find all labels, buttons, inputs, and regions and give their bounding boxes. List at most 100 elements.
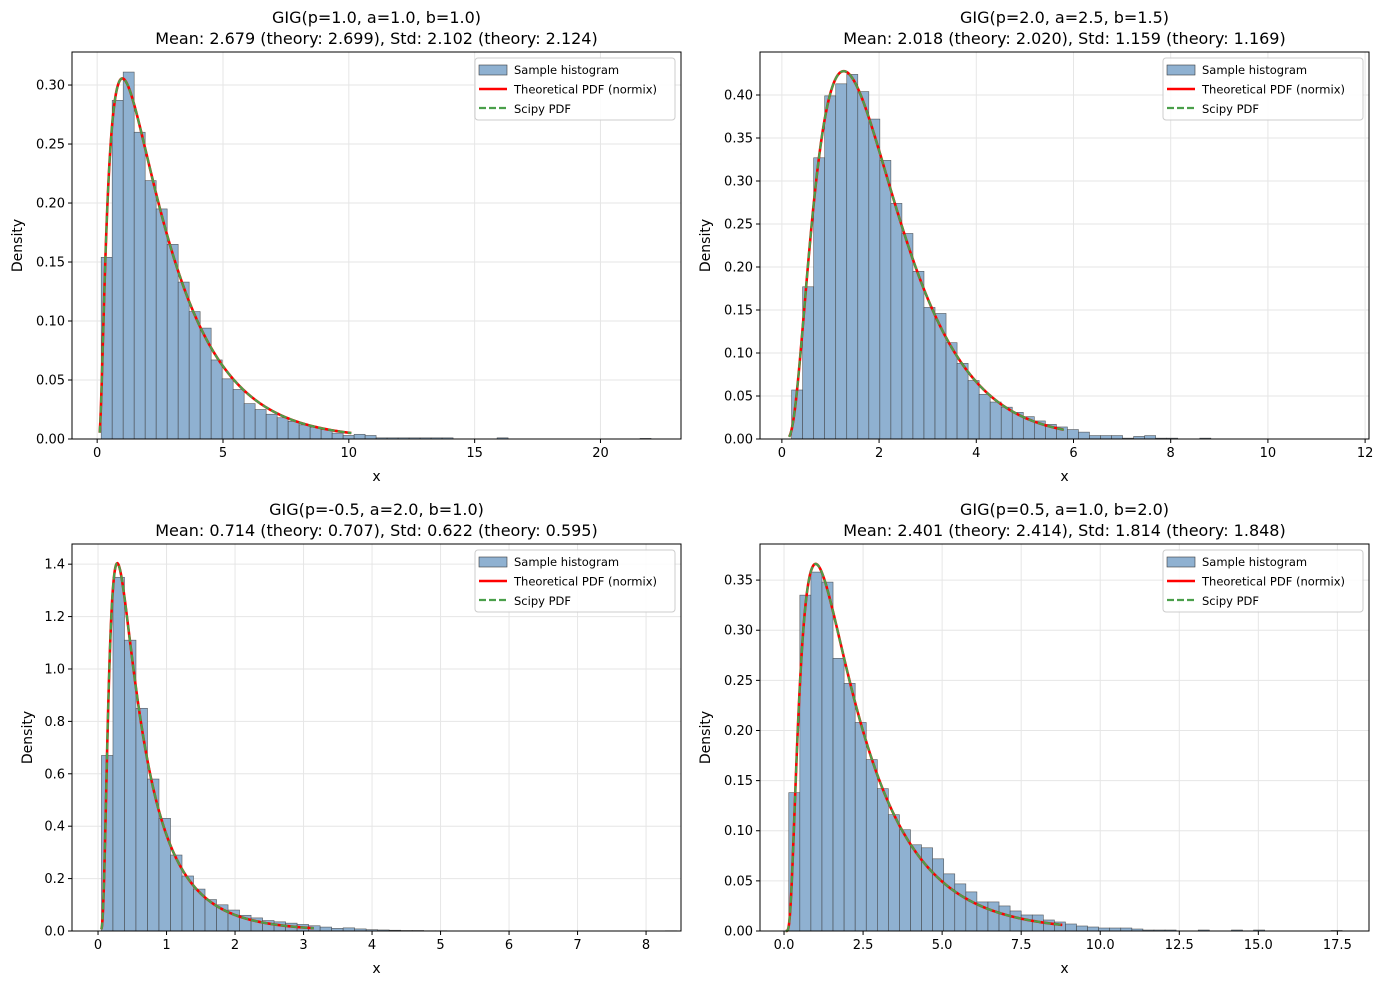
histogram-bar — [899, 829, 911, 932]
histogram-bar — [1144, 435, 1156, 440]
x-tick-label: 7 — [573, 938, 581, 953]
histogram-bar — [364, 435, 377, 440]
histogram-bar — [987, 901, 1000, 932]
y-tick-label: 0.30 — [36, 79, 65, 94]
subplot-title: GIG(p=-0.5, a=2.0, b=1.0) — [269, 500, 484, 519]
y-tick-label: 0.00 — [724, 925, 753, 940]
scipy-pdf-line — [98, 77, 352, 435]
y-tick-label: 0.15 — [36, 256, 65, 271]
axes-frame — [71, 51, 682, 440]
y-axis-label: Density — [698, 219, 714, 272]
x-tick-label: 20 — [592, 446, 609, 461]
histogram-bar — [943, 873, 956, 932]
histogram-bar — [133, 131, 146, 440]
histogram-bar — [854, 722, 867, 932]
subplot-4: 0.0 2.5 5.0 7.5 10.0 12.5 15.0 17.5 0.00 0.05 0.10… — [698, 500, 1370, 977]
x-tick-label: 8 — [642, 938, 650, 953]
x-tick-label: 2 — [231, 938, 239, 953]
y-axis-label: Density — [20, 711, 36, 764]
histogram-bar — [166, 244, 179, 440]
histogram-bar — [188, 311, 201, 440]
legend-entry: Scipy PDF — [1202, 594, 1259, 608]
subplot-3: 0 1 2 3 4 5 6 7 8 0.0 0.2 0.4 0.6 0.8 1.0 1.2 1.4 x Densit… — [20, 500, 682, 977]
x-tick-label: 2 — [875, 446, 883, 461]
histogram-bar — [298, 424, 311, 440]
y-tick-label: 0.30 — [724, 624, 753, 639]
x-tick-label: 12 — [1357, 446, 1374, 461]
histogram-bar — [1020, 914, 1033, 932]
x-axis-label: x — [1060, 961, 1068, 977]
histogram-bar — [276, 417, 289, 440]
legend-histogram-swatch — [1166, 556, 1196, 568]
histogram-bar — [111, 100, 124, 440]
x-tick-label: 12.5 — [1165, 938, 1194, 953]
x-tick-label: 1 — [162, 938, 170, 953]
x-axis-label: x — [372, 469, 380, 485]
subplot-subtitle: Mean: 2.018 (theory: 2.020), Std: 1.159 … — [843, 29, 1285, 48]
legend-entry: Theoretical PDF (normix) — [1201, 575, 1345, 589]
y-tick-label: 0.20 — [724, 724, 753, 739]
histogram-bar — [287, 421, 300, 440]
subplot-title: GIG(p=1.0, a=1.0, b=1.0) — [272, 8, 481, 27]
histogram-bar — [912, 270, 925, 440]
legend-entry: Theoretical PDF (normix) — [1201, 83, 1345, 97]
y-tick-label: 0.10 — [36, 315, 65, 330]
y-tick-label: 0.00 — [36, 433, 65, 448]
histogram-bar — [232, 389, 245, 440]
x-tick-label: 10 — [341, 446, 358, 461]
histogram-bar — [1065, 923, 1077, 932]
y-tick-label: 0.4 — [44, 820, 65, 835]
histogram-bar — [155, 208, 168, 440]
legend-entry: Sample histogram — [514, 63, 619, 77]
y-tick-label: 1.4 — [44, 558, 65, 573]
scipy-pdf-line — [785, 562, 1063, 933]
axes-frame — [759, 51, 1370, 440]
x-tick-label: 10.0 — [1086, 938, 1115, 953]
histogram-bar — [144, 180, 157, 440]
histogram-bar — [865, 759, 878, 932]
histogram-bar — [810, 571, 823, 932]
x-tick-label: 8 — [1167, 446, 1175, 461]
histogram-bar — [1000, 406, 1013, 440]
histogram-bar — [1078, 431, 1090, 440]
scipy-pdf-line — [100, 562, 314, 930]
histogram-bar — [868, 118, 881, 440]
histogram-bar — [1087, 926, 1099, 932]
x-tick-label: 3 — [299, 938, 307, 953]
x-tick-label: 5.0 — [932, 938, 953, 953]
histogram-bar — [158, 818, 171, 932]
legend-box — [1162, 57, 1364, 121]
histogram-bar — [932, 858, 945, 932]
x-tick-label: 4 — [972, 446, 980, 461]
legend-box — [474, 549, 676, 613]
legend: Sample histogram Theoretical PDF (normix)… — [1162, 57, 1364, 121]
x-tick-label: 6 — [505, 938, 513, 953]
y-tick-label: 0.15 — [724, 304, 753, 319]
y-tick-label: 0.30 — [724, 175, 753, 190]
x-tick-label: 7.5 — [1011, 938, 1032, 953]
x-tick-label: 10 — [1260, 446, 1277, 461]
histogram-bar — [1100, 435, 1112, 440]
axes-frame — [759, 543, 1370, 932]
histogram-bar — [890, 203, 903, 440]
legend-entry: Scipy PDF — [1202, 102, 1259, 116]
y-tick-label: 0.05 — [724, 874, 753, 889]
histogram-bar — [221, 378, 234, 440]
legend-entry: Sample histogram — [514, 555, 619, 569]
y-tick-label: 0.25 — [724, 674, 753, 689]
x-tick-label: 5 — [219, 446, 227, 461]
histogram-bar — [265, 413, 278, 440]
x-axis-label: x — [372, 961, 380, 977]
x-tick-label: 0 — [93, 446, 101, 461]
histogram-bar — [901, 233, 914, 440]
histogram-bar — [835, 83, 848, 440]
legend: Sample histogram Theoretical PDF (normix)… — [474, 57, 676, 121]
histogram-bar — [243, 403, 256, 440]
histogram-bar — [331, 432, 344, 440]
legend-histogram-swatch — [478, 556, 508, 568]
y-tick-label: 0.00 — [724, 433, 753, 448]
subplot-subtitle: Mean: 2.679 (theory: 2.699), Std: 2.102 … — [155, 29, 597, 48]
histogram-bar — [888, 814, 900, 932]
histogram-bar — [877, 788, 889, 932]
histogram-bar — [135, 707, 148, 932]
